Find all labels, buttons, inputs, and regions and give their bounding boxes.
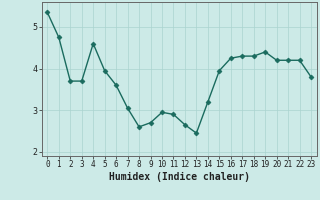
- X-axis label: Humidex (Indice chaleur): Humidex (Indice chaleur): [109, 172, 250, 182]
